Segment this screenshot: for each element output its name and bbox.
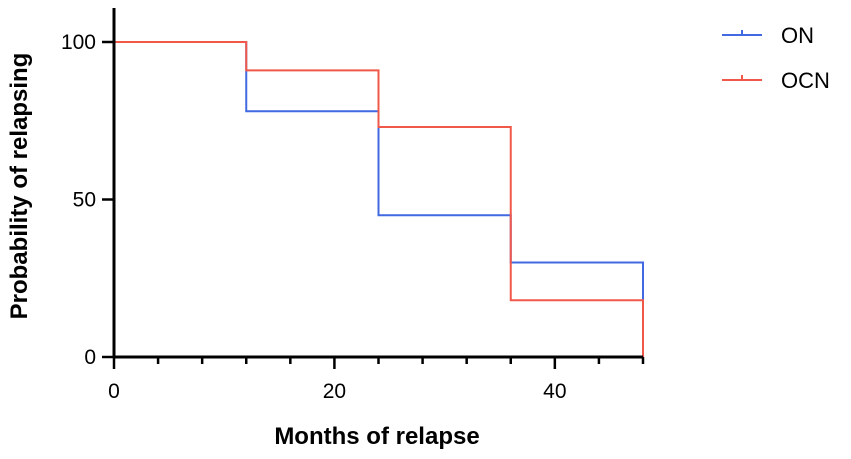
x-tick-label: 40 <box>543 380 566 403</box>
series-line-ocn <box>114 41 644 357</box>
legend-label-on: ON <box>781 23 814 48</box>
legend: ON OCN <box>722 23 830 93</box>
y-tick-label: 0 <box>84 346 96 369</box>
y-tick-label: 100 <box>61 31 96 54</box>
x-tick-label: 0 <box>108 380 120 403</box>
ticks: 0 20 40 0 50 100 <box>61 31 645 403</box>
series-layer <box>114 41 644 357</box>
y-axis-title: Probability of relapsing <box>6 53 33 320</box>
y-tick-label: 50 <box>73 189 96 212</box>
x-tick-label: 20 <box>323 380 346 403</box>
legend-label-ocn: OCN <box>781 68 830 93</box>
x-axis-title: Months of relapse <box>274 423 479 450</box>
